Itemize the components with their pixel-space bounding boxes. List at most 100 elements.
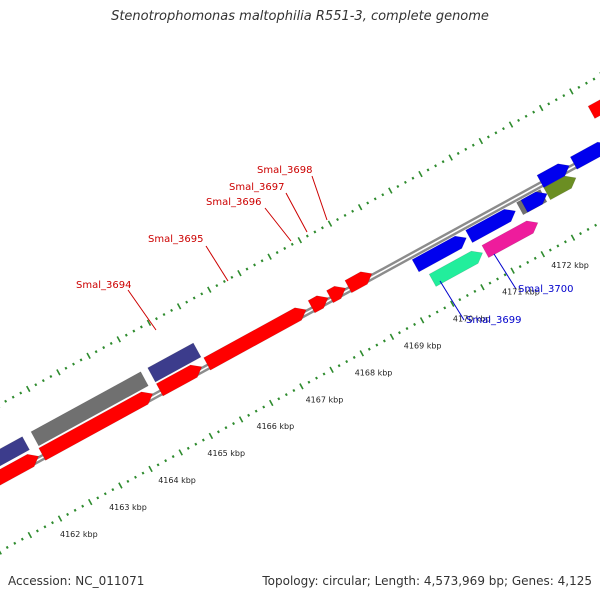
inner-ring-dot (526, 260, 530, 264)
inner-ring-dot (201, 438, 205, 442)
outer-ring-dot (403, 180, 407, 184)
outer-ring-dot (207, 286, 212, 293)
outer-ring-dot (162, 312, 166, 317)
outer-ring-dot (313, 230, 317, 234)
inner-ring-dot (329, 366, 334, 374)
inner-ring-dot (156, 463, 160, 467)
outer-ring-dot (260, 259, 264, 263)
tick-label: 4167 kbp (306, 395, 344, 404)
outer-ring-dot (538, 104, 544, 112)
feature-navy-left (0, 436, 30, 467)
inner-ring-dot (503, 273, 507, 277)
inner-ring-dot (73, 508, 77, 512)
inner-ring-dot (194, 442, 198, 446)
outer-ring-dot (486, 135, 490, 139)
inner-ring-dot (284, 393, 288, 397)
outer-ring-dot (275, 251, 279, 255)
outer-ring-dot (49, 374, 53, 379)
outer-ring-dot (283, 246, 287, 250)
gene-label: Smal_3700 (518, 284, 573, 295)
outer-ring-dot (547, 102, 551, 106)
outer-ring-dot (124, 333, 128, 337)
outer-ring-dot (230, 275, 234, 279)
outer-ring-dot (562, 94, 566, 98)
outer-ring-dot (192, 296, 196, 300)
inner-ring-dot (254, 409, 258, 413)
outer-ring-dot (418, 170, 423, 178)
feature-cds-c (155, 364, 203, 397)
inner-ring-dot (337, 364, 341, 368)
feature-cds-smal3695 (203, 307, 307, 371)
inner-ring-dot (20, 537, 24, 541)
inner-ring-dot (111, 488, 115, 492)
outer-ring-dot (11, 395, 15, 399)
tick-label: 4162 kbp (60, 530, 98, 539)
outer-ring-dot (253, 263, 256, 267)
outer-ring-dot (441, 160, 445, 164)
tick-label: 4170 kbp (453, 315, 491, 324)
gene-label: Smal_3698 (257, 165, 312, 176)
gene-leader-line (493, 253, 517, 290)
outer-ring-dot (94, 350, 98, 354)
outer-ring-dot (502, 127, 505, 131)
outer-ring-dot (508, 121, 514, 128)
outer-ring-dot (584, 81, 588, 85)
outer-ring-dot (245, 267, 249, 271)
inner-ring-dot (359, 350, 365, 357)
outer-ring-dot (381, 193, 385, 197)
outer-ring-dot (185, 300, 189, 304)
inner-ring-dot (216, 430, 220, 434)
outer-ring-dot (170, 308, 174, 312)
outer-ring-dot (41, 379, 45, 383)
outer-ring-dot (86, 352, 91, 360)
inner-ring-dot (238, 416, 244, 423)
inner-ring-dot (96, 496, 100, 500)
inner-ring-dot (35, 529, 39, 533)
feature-cds-a (0, 453, 40, 486)
inner-ring-dot (247, 413, 251, 417)
outer-ring-dot (448, 154, 453, 161)
inner-ring-dot (345, 360, 349, 364)
outer-ring-dot (102, 346, 106, 350)
inner-ring-dot (367, 347, 371, 351)
map-title: Stenotrophomonas maltophilia R551-3, com… (111, 9, 489, 24)
gene-leader-line (264, 207, 292, 242)
inner-ring-dot (450, 300, 455, 307)
feature-blue-a (411, 235, 467, 273)
footer-genome-stats: Topology: circular; Length: 4,573,969 bp… (262, 574, 592, 588)
inner-ring-dot (178, 449, 183, 456)
tick-label: 4163 kbp (109, 503, 147, 512)
inner-ring-dot (224, 426, 228, 430)
inner-ring-dot (164, 459, 168, 463)
feature-cds-b (38, 391, 154, 461)
outer-ring-dot (116, 336, 122, 343)
tick-label: 4165 kbp (207, 449, 245, 458)
outer-ring-dot (343, 213, 347, 217)
inner-ring-dot (43, 525, 47, 529)
outer-ring-dot (297, 236, 303, 244)
tick-label: 4168 kbp (355, 368, 393, 377)
inner-ring-dot (556, 244, 560, 248)
tick-label: 4171 kbp (502, 288, 540, 297)
outer-ring-dot (72, 362, 75, 366)
outer-ring-dot (215, 284, 219, 288)
inner-ring-dot (277, 397, 281, 401)
outer-ring-dot (532, 110, 536, 114)
inner-ring-dot (435, 310, 439, 314)
outer-ring-dot (464, 147, 468, 151)
outer-ring-dot (320, 226, 324, 230)
gene-leader-line (311, 175, 328, 221)
feature-blue-c (520, 191, 548, 213)
inner-ring-dot (405, 327, 409, 331)
inner-ring-dot (5, 545, 9, 549)
outer-ring-dot (267, 253, 272, 260)
gene-label: Smal_3697 (229, 182, 284, 193)
inner-ring-dot (496, 277, 499, 281)
gene-label: Smal_3699 (466, 315, 521, 326)
inner-ring-dot (480, 284, 485, 291)
inner-ring-dot (473, 289, 477, 293)
outer-ring-dot (109, 341, 113, 345)
feature-blue-d (536, 163, 570, 189)
gene-leader-line (127, 289, 157, 331)
